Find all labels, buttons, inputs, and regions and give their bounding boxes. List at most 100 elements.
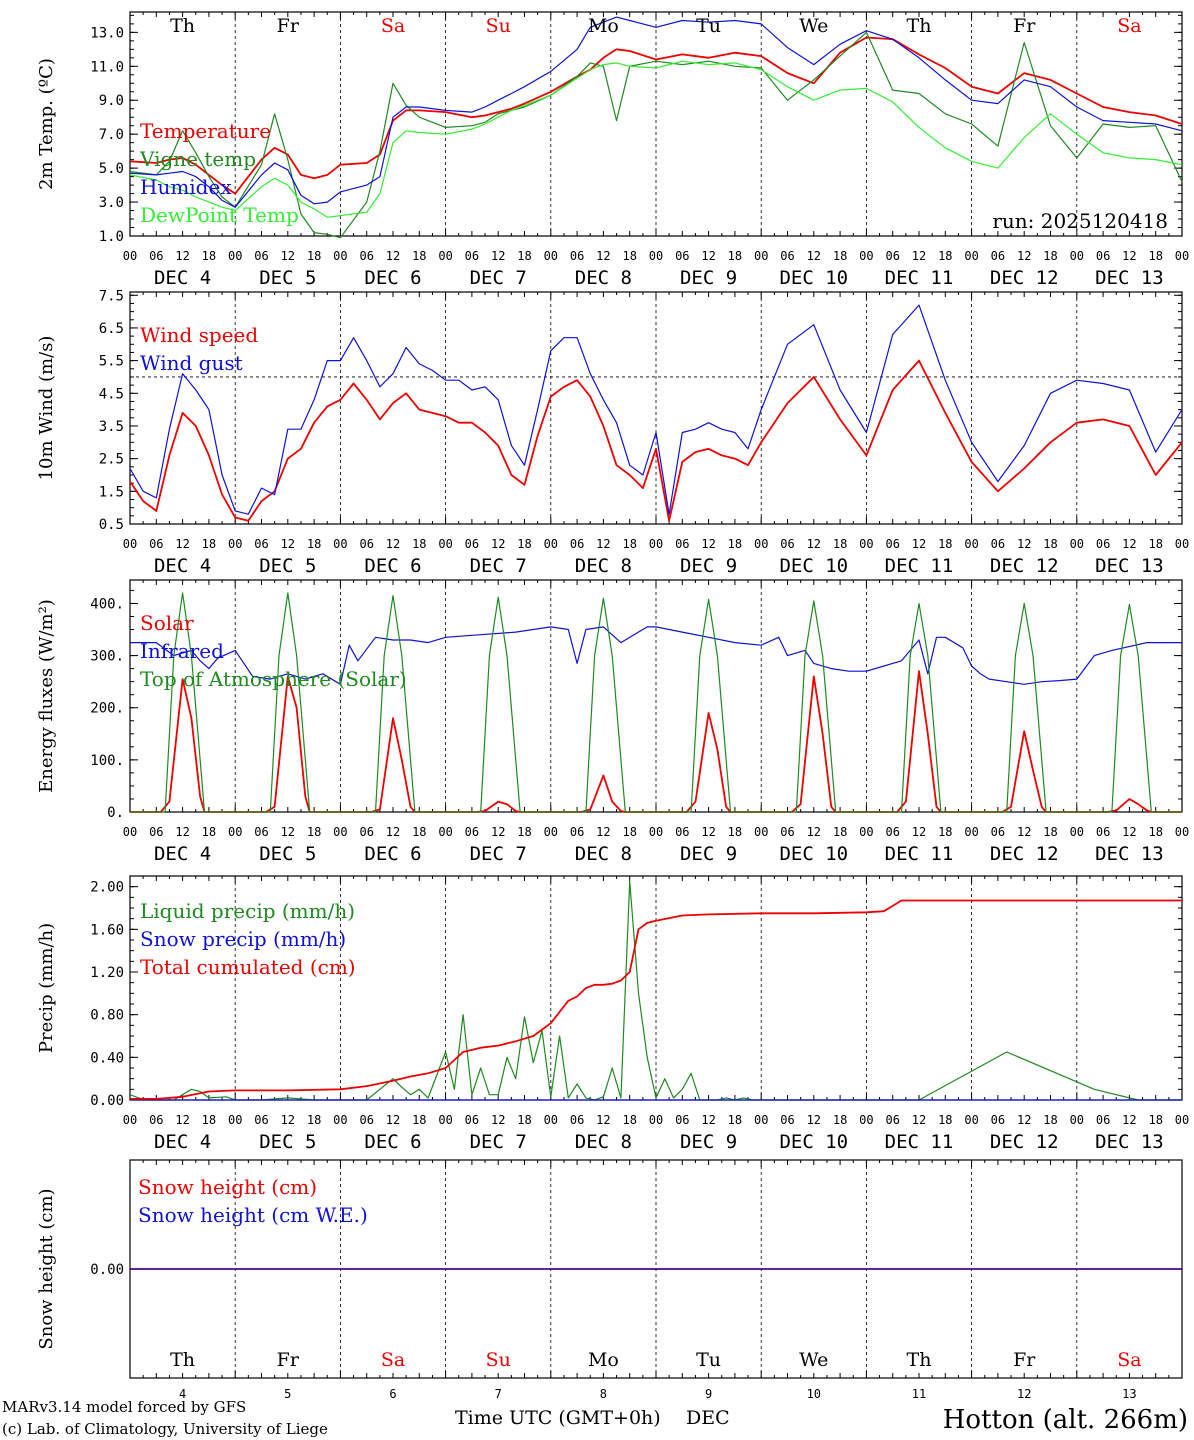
hour-label: 12 (701, 1113, 715, 1127)
hour-label: 00 (333, 249, 347, 263)
hour-label: 18 (1043, 249, 1057, 263)
legend-entry: Solar (140, 611, 194, 635)
hour-label: 18 (517, 825, 531, 839)
hour-label: 00 (964, 537, 978, 551)
date-label: DEC 8 (575, 555, 632, 577)
hour-label: 18 (202, 825, 216, 839)
legend-entry: Liquid precip (mm/h) (140, 899, 355, 923)
hour-label: 06 (991, 825, 1005, 839)
hour-label: 18 (622, 1113, 636, 1127)
run-annotation: run: 2025120418 (992, 209, 1168, 233)
date-label: DEC 8 (575, 267, 632, 289)
hour-label: 12 (596, 825, 610, 839)
hour-label: 06 (254, 1113, 268, 1127)
hour-label: 00 (649, 825, 663, 839)
hour-label: 18 (517, 537, 531, 551)
hour-label: 12 (1122, 825, 1136, 839)
hour-label: 18 (938, 1113, 952, 1127)
hour-label: 00 (1175, 825, 1189, 839)
hour-label: 12 (807, 537, 821, 551)
hour-label: 18 (412, 825, 426, 839)
hour-label: 12 (1122, 1113, 1136, 1127)
date-label: DEC 11 (885, 555, 954, 577)
hour-label: 18 (1148, 825, 1162, 839)
y-tick-label: 400. (90, 596, 124, 612)
hour-label: 06 (675, 1113, 689, 1127)
day-name: Tu (696, 1349, 721, 1371)
legend-entry: Wind gust (140, 351, 243, 375)
hour-label: 18 (622, 537, 636, 551)
y-tick-label: 1.60 (90, 922, 124, 938)
hour-label: 00 (438, 1113, 452, 1127)
panel-3: 0. 100. 200. 300. 400. Energy fluxes (W/m²) So… (36, 579, 1189, 865)
hour-label: 00 (859, 825, 873, 839)
hour-label: 00 (1070, 537, 1084, 551)
y-tick-label: 0.5 (99, 517, 124, 533)
hour-label: 06 (885, 825, 899, 839)
hour-label: 18 (517, 1113, 531, 1127)
hour-label: 00 (333, 537, 347, 551)
date-label: DEC 11 (885, 1131, 954, 1153)
day-name: We (799, 1349, 828, 1371)
hour-label: 06 (1096, 537, 1110, 551)
y-axis-label: Energy fluxes (W/m²) (36, 599, 57, 793)
hour-label: 00 (228, 825, 242, 839)
day-name: We (799, 15, 828, 37)
day-number: 6 (389, 1387, 396, 1401)
date-label: DEC 8 (575, 1131, 632, 1153)
hour-label: 12 (386, 825, 400, 839)
y-tick-label: 0.00 (90, 1262, 124, 1278)
hour-label: 00 (438, 537, 452, 551)
hour-label: 18 (728, 537, 742, 551)
day-number: 5 (284, 1387, 291, 1401)
hour-label: 18 (202, 1113, 216, 1127)
hour-label: 12 (1017, 825, 1031, 839)
x-axis-label: Time UTC (GMT+0h) (455, 1407, 661, 1429)
hour-label: 18 (307, 825, 321, 839)
panel-4: 0.00 0.40 0.80 1.20 1.60 2.00 Precip (mm/h) Liq… (36, 875, 1189, 1153)
hour-label: 12 (912, 537, 926, 551)
hour-label: 18 (202, 537, 216, 551)
series-temperature (129, 36, 1183, 195)
hour-label: 18 (1043, 1113, 1057, 1127)
hour-label: 18 (622, 825, 636, 839)
date-label: DEC 6 (364, 555, 421, 577)
hour-label: 06 (359, 537, 373, 551)
date-label: DEC 7 (470, 1131, 527, 1153)
hour-label: 18 (1043, 825, 1057, 839)
hour-label: 06 (780, 537, 794, 551)
hour-label: 12 (281, 1113, 295, 1127)
hour-label: 06 (1096, 1113, 1110, 1127)
y-tick-label: 7.5 (99, 288, 124, 304)
y-tick-label: 4.5 (99, 386, 124, 402)
hour-label: 12 (175, 537, 189, 551)
y-tick-label: 7.0 (99, 127, 124, 143)
y-tick-label: 0.40 (90, 1050, 124, 1066)
month-label: DEC (686, 1407, 730, 1429)
hour-label: 12 (1122, 537, 1136, 551)
hour-label: 12 (175, 249, 189, 263)
legend-entry: Snow precip (mm/h) (140, 927, 346, 951)
legend-entry: Vigne temp (139, 147, 256, 171)
legend-entry: DewPoint Temp (140, 203, 299, 227)
day-name: Mo (588, 15, 619, 37)
hour-label: 18 (307, 1113, 321, 1127)
hour-label: 00 (1175, 249, 1189, 263)
date-label: DEC 13 (1095, 555, 1164, 577)
hour-label: 00 (333, 825, 347, 839)
hour-label: 18 (307, 249, 321, 263)
hour-label: 00 (754, 825, 768, 839)
hour-label: 12 (1017, 249, 1031, 263)
hour-label: 00 (544, 537, 558, 551)
hour-label: 12 (491, 249, 505, 263)
day-name: Sa (1117, 15, 1141, 37)
date-label: DEC 12 (990, 843, 1059, 865)
hour-label: 18 (1148, 537, 1162, 551)
hour-label: 12 (596, 249, 610, 263)
series-wind-gust (129, 304, 1183, 515)
day-number: 9 (705, 1387, 712, 1401)
day-name: Th (907, 15, 932, 37)
hour-label: 18 (728, 825, 742, 839)
day-name: Su (486, 1349, 511, 1371)
day-number: 10 (807, 1387, 821, 1401)
